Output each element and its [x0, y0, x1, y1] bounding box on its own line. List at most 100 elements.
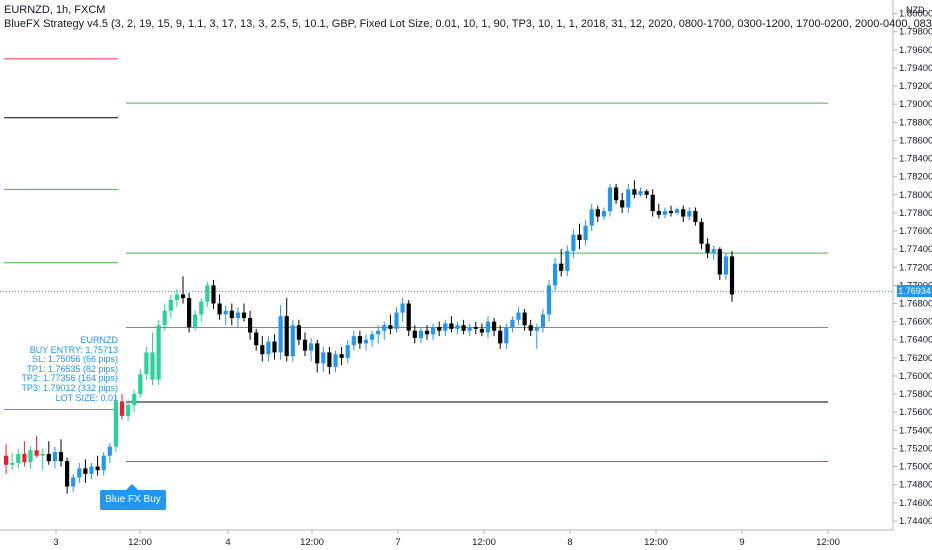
candle-body [71, 477, 76, 487]
candle [65, 457, 70, 494]
candle [28, 446, 33, 469]
candle [681, 205, 686, 222]
candle [717, 247, 722, 280]
candle-body [376, 330, 381, 335]
candle-body [119, 401, 125, 416]
candle-body [95, 466, 100, 471]
candle [272, 334, 277, 360]
candle [485, 316, 491, 338]
candle-body [485, 321, 491, 333]
candle [650, 189, 655, 217]
candle-body [668, 211, 674, 213]
candle-body [16, 453, 21, 463]
price-tick-label: 1.75600 [899, 407, 932, 418]
time-tick-label: 4 [225, 537, 230, 548]
candle [205, 281, 210, 308]
candle [504, 323, 509, 349]
candle-body [229, 310, 234, 318]
current-price-label: 1.76934 [897, 285, 932, 298]
candle-body [345, 345, 350, 358]
candle-body [559, 263, 564, 271]
candle-body [126, 404, 131, 416]
candle [248, 310, 253, 340]
candle-body [211, 285, 216, 304]
candle-body [540, 314, 545, 328]
candle [223, 305, 228, 326]
candle-body [132, 394, 137, 405]
candle-body [40, 453, 45, 456]
price-tick-label: 1.77200 [899, 262, 932, 273]
price-axis[interactable]: 1.80000 1.79800 1.79600 1.79400 1.79200 1.790… [893, 9, 932, 527]
candle [693, 207, 698, 226]
candle [662, 207, 667, 219]
candle-body [113, 401, 118, 447]
candle-body [717, 249, 722, 275]
candle-body [174, 294, 179, 300]
candle [284, 298, 289, 362]
candle [77, 462, 82, 483]
candle [138, 368, 143, 398]
candle-body [449, 323, 454, 329]
candle-body [699, 221, 704, 244]
candle-body [418, 330, 423, 338]
price-tick-label: 1.75800 [899, 389, 932, 400]
candle [95, 455, 100, 476]
candle-body [492, 321, 497, 331]
candle [424, 325, 430, 340]
candle [302, 332, 308, 357]
candle-body [193, 314, 198, 328]
candle-body [101, 455, 106, 471]
candle [492, 318, 497, 337]
candle-body [28, 450, 33, 463]
price-tick-label: 1.77600 [899, 226, 932, 237]
candle [315, 339, 320, 373]
time-axis[interactable]: 3 12:00 4 12:00 7 12:00 8 12:00 9 12:00 [53, 530, 840, 548]
trade-info-tp2: TP2: 1.77356 (164 pips) [21, 373, 118, 384]
candle [150, 332, 155, 386]
price-tick-label: 1.76800 [899, 299, 932, 310]
candle-body [565, 250, 570, 271]
candle [620, 192, 625, 213]
candle [296, 319, 301, 346]
indicator-legend[interactable]: BlueFX Strategy v4.5 (3, 2, 19, 15, 9, 1… [4, 18, 932, 30]
price-tick-label: 1.74800 [899, 480, 932, 491]
candle-body [4, 455, 9, 465]
candle-body [681, 209, 686, 217]
price-tick-label: 1.79400 [899, 63, 932, 74]
candle-body [516, 312, 521, 320]
candle-body [309, 343, 314, 351]
price-tick-label: 1.78800 [899, 117, 932, 128]
candle-body [498, 330, 503, 344]
candle [510, 316, 515, 333]
buy-signal-label[interactable]: Blue FX Buy [100, 490, 166, 510]
candle-body [363, 339, 369, 344]
price-tick-label: 1.79600 [899, 45, 932, 56]
candle-body [650, 194, 655, 212]
time-tick-label: 7 [395, 537, 400, 548]
candle-body [272, 341, 277, 353]
candle-body [150, 352, 155, 380]
candle-body [412, 330, 417, 338]
symbol-title[interactable]: EURNZD, 1h, FXCM [4, 4, 106, 16]
candle [101, 452, 106, 476]
candle [614, 183, 619, 204]
candle [4, 443, 9, 474]
candle [126, 399, 131, 422]
candle [522, 308, 527, 331]
candle [132, 389, 137, 413]
candle-body [65, 461, 70, 487]
price-tick-label: 1.79000 [899, 99, 932, 110]
candle [339, 346, 344, 366]
candle [327, 346, 332, 375]
candle [687, 207, 692, 221]
price-tick-label: 1.79800 [899, 27, 932, 38]
candle-body [388, 325, 393, 329]
trade-info-tp1: TP1: 1.76535 (82 pips) [26, 363, 118, 374]
candle-body [534, 327, 539, 331]
candle [333, 350, 338, 373]
candle-body [339, 354, 344, 358]
candle [461, 319, 466, 335]
candle [394, 307, 399, 333]
candle [193, 310, 198, 331]
